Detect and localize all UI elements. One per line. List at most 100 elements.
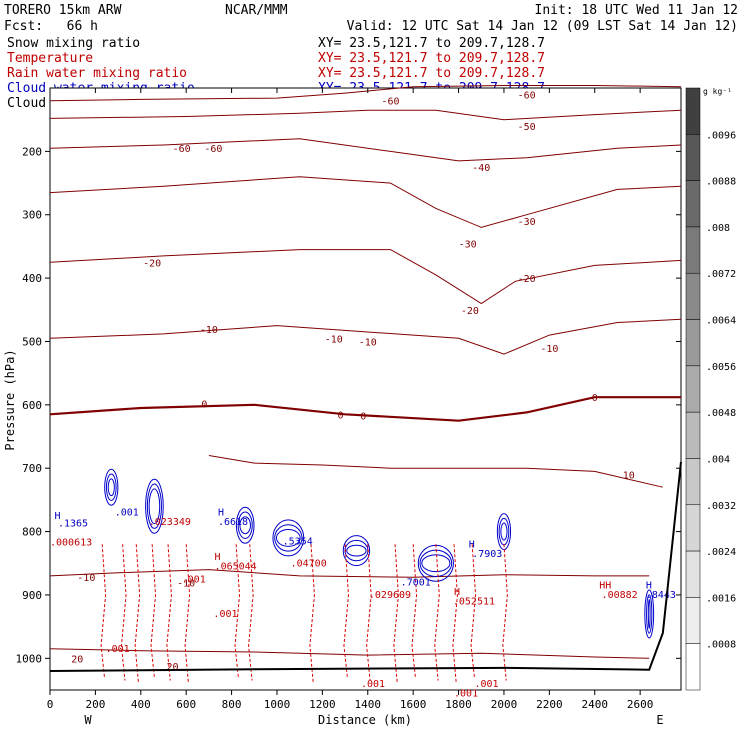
field-xy: XY= 23.5,121.7 to 209.7,128.7: [318, 66, 545, 81]
field-annotation: .8443: [646, 590, 676, 601]
colorbar-label: .0088: [706, 177, 736, 188]
rain-water-contour: [393, 544, 399, 684]
cloud-water-contour: [342, 535, 371, 567]
contour-label: -60: [381, 97, 399, 108]
field-annotation: .001: [106, 644, 130, 655]
field-annotation: H: [215, 552, 221, 563]
colorbar-swatch: [685, 411, 701, 459]
field-name: Snow mixing ratio: [7, 36, 140, 51]
temperature-contour: [49, 569, 650, 578]
colorbar-label: .0016: [706, 593, 736, 604]
temperature-contour: [208, 455, 663, 488]
temperature-contour: [49, 249, 682, 305]
contour-label: -30: [459, 239, 477, 250]
colorbar-label: .0064: [706, 316, 736, 327]
contour-label: -10: [200, 325, 218, 336]
init-label: Init: 18 UTC Wed 11 Jan 12: [535, 3, 739, 18]
field-annotation: .065044: [215, 562, 257, 573]
east-label: E: [656, 713, 663, 727]
contour-label: -10: [77, 573, 95, 584]
colorbar-label: .004: [706, 454, 730, 465]
colorbar-swatch: [685, 180, 701, 228]
colorbar-swatch: [685, 550, 701, 598]
cloud-water-contour: [146, 483, 162, 529]
rain-water-contour: [100, 544, 107, 678]
field-annotation: .1365: [58, 519, 88, 530]
rain-water-contour: [234, 544, 241, 678]
colorbar-label: .0056: [706, 362, 736, 373]
field-annotation: .000613: [50, 538, 92, 549]
y-tick-label: 1000: [16, 652, 43, 665]
contour-label: -50: [518, 122, 536, 133]
rain-water-contour: [502, 544, 508, 681]
cloud-water-contour: [105, 473, 117, 501]
rain-water-contour: [309, 544, 315, 684]
contour-label: 20: [167, 662, 179, 673]
x-tick-label: 1200: [309, 698, 336, 711]
x-tick-label: 2600: [627, 698, 654, 711]
contour-label: -60: [173, 144, 191, 155]
colorbar-label: .0024: [706, 547, 736, 558]
x-tick-label: 1600: [400, 698, 427, 711]
contour-label: -10: [177, 578, 195, 589]
cloud-water-contour: [644, 589, 655, 639]
colorbar-swatch: [685, 458, 701, 506]
field-annotation: .6618: [218, 517, 248, 528]
contour-label: -20: [461, 306, 479, 317]
cloud-water-contour: [346, 544, 367, 557]
cloud-water-contour: [235, 506, 255, 544]
x-axis-label: Distance (km): [318, 713, 412, 727]
field-annotation: .001: [115, 508, 139, 519]
west-label: W: [84, 713, 92, 727]
x-tick-label: 200: [85, 698, 105, 711]
colorbar: .0096 .0088 .008 .0072 .0064 .0056 .0048 .004 .0…: [685, 87, 736, 691]
y-axis-label: Pressure (hPa): [3, 349, 17, 450]
cloud-water-contour: [421, 554, 451, 573]
contour-label: -10: [359, 337, 377, 348]
field-annotation: .001: [213, 609, 237, 620]
field-annotation: .04700: [291, 558, 327, 569]
colorbar-label: .0048: [706, 408, 736, 419]
terrain-line: [49, 461, 682, 672]
y-tick-label: 500: [22, 335, 42, 348]
colorbar-label: .0008: [706, 640, 736, 651]
x-tick-label: 600: [176, 698, 196, 711]
x-tick-label: 1000: [264, 698, 291, 711]
contour-label: 10: [623, 471, 635, 482]
contour-label: -60: [518, 90, 536, 101]
contour-label: 0: [338, 410, 344, 421]
model-label: TORERO 15km ARW: [4, 3, 122, 18]
x-tick-label: 0: [47, 698, 54, 711]
temperature-contour: [49, 85, 682, 102]
contour-label: -40: [472, 163, 490, 174]
colorbar-unit: g kg⁻¹: [703, 87, 732, 96]
y-tick-label: 300: [22, 209, 42, 222]
x-tick-label: 2000: [491, 698, 518, 711]
contour-label: -30: [518, 217, 536, 228]
cloud-water-contour: [148, 488, 161, 525]
field-annotation: .001: [361, 679, 385, 690]
temperature-contour: [49, 109, 682, 121]
colorbar-swatch: [685, 597, 701, 644]
field-xy: XY= 23.5,121.7 to 209.7,128.7: [318, 51, 545, 66]
field-annotation: H: [454, 587, 460, 598]
field-annotation: .052511: [453, 596, 495, 607]
contour-label: 0: [592, 393, 598, 404]
field-annotation: H: [55, 511, 61, 522]
y-tick-label: 200: [22, 145, 42, 158]
colorbar-swatch: [685, 643, 701, 691]
contour-label: 0: [360, 412, 366, 423]
cloud-water-contour: [275, 529, 301, 547]
rain-water-contour: [134, 544, 141, 684]
rain-water-contour: [150, 544, 157, 678]
field-annotation: .001: [182, 574, 206, 585]
y-tick-label: 700: [22, 462, 42, 475]
field-annotation: .5354: [283, 536, 313, 547]
colorbar-swatch: [685, 365, 701, 413]
field-name: Rain water mixing ratio: [7, 66, 187, 81]
x-tick-label: 1800: [445, 698, 472, 711]
y-tick-label: 600: [22, 399, 42, 412]
temperature-contour: [49, 138, 682, 162]
cloud-water-contour: [145, 478, 164, 534]
